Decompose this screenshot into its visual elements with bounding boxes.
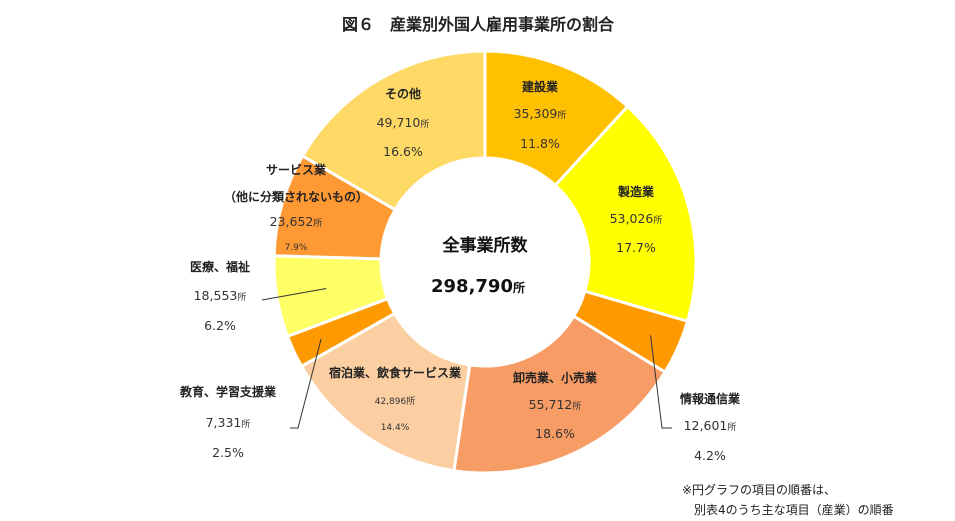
slice-count-unit: 所 [653, 215, 662, 226]
slice-name-label: 医療、福祉 [190, 259, 250, 274]
center-value-number: 298,790 [431, 276, 513, 297]
slice-count-value: 23,652 [270, 214, 314, 229]
slice-percent-label: 16.6% [383, 144, 423, 159]
slice-count-value: 18,553 [194, 288, 238, 303]
slice-name-label: 宿泊業、飲食サービス業 [329, 365, 462, 380]
slice-name-label: 建設業 [521, 79, 559, 94]
slice-percent-label: 6.2% [204, 318, 236, 333]
leader-line [650, 335, 672, 429]
leader-line [261, 287, 327, 301]
leader-line [290, 338, 322, 429]
center-value-unit: 所 [513, 280, 525, 295]
slice-count-unit: 所 [572, 401, 581, 412]
slice-count-label: 18,553所 [194, 288, 247, 303]
slice-name-label: 卸売業、小売業 [513, 370, 598, 385]
slice-count-unit: 所 [237, 292, 246, 303]
slice-name-label: 製造業 [617, 184, 655, 199]
slice-count-value: 49,710 [377, 115, 421, 130]
slice-count-label: 42,896所 [375, 396, 416, 407]
slice-count-value: 12,601 [684, 418, 728, 433]
slice-count-label: 49,710所 [377, 115, 430, 130]
note-line-2: 別表4のうち主な項目（産業）の順番 [694, 502, 894, 517]
slice-count-unit: 所 [420, 119, 429, 130]
slice-name-label: その他 [385, 86, 421, 101]
slice-count-value: 42,896 [375, 397, 407, 407]
slice-count-value: 7,331 [206, 415, 242, 430]
center-value: 298,790所 [431, 276, 525, 297]
slice-count-value: 53,026 [610, 211, 654, 226]
slice-count-unit: 所 [406, 396, 415, 407]
slice-percent-label: 2.5% [212, 445, 244, 460]
slice-count-value: 35,309 [514, 106, 558, 121]
pie-slice [553, 104, 698, 324]
slice-count-unit: 所 [557, 110, 566, 121]
slice-count-unit: 所 [313, 218, 322, 229]
slice-name-label: 教育、学習支援業 [179, 384, 277, 399]
pie-slice [452, 314, 668, 475]
note-line-1: ※円グラフの項目の順番は、 [682, 483, 836, 497]
slice-count-unit: 所 [241, 419, 250, 430]
slice-count-label: 12,601所 [684, 418, 737, 433]
slice-percent-label: 11.8% [520, 136, 560, 151]
slice-count-unit: 所 [727, 422, 736, 433]
slice-count-label: 23,652所 [270, 214, 323, 229]
slice-count-value: 55,712 [529, 397, 573, 412]
slice-count-label: 55,712所 [529, 397, 582, 412]
pie-slice [300, 49, 487, 212]
slice-count-label: 35,309所 [514, 106, 567, 121]
center-label: 全事業所数 [442, 235, 529, 256]
slice-percent-label: 17.7% [616, 240, 656, 255]
slice-percent-label: 18.6% [535, 426, 575, 441]
slice-count-label: 53,026所 [610, 211, 663, 226]
chart-title: 図６ 産業別外国人雇用事業所の割合 [342, 15, 615, 34]
slice-name-label-2: （他に分類されないもの） [224, 189, 368, 204]
slice-count-label: 7,331所 [206, 415, 251, 430]
leader-lines [261, 287, 672, 429]
slice-percent-label: 4.2% [694, 448, 726, 463]
slice-name-label: サービス業 [266, 162, 327, 177]
slice-labels: 建設業35,309所11.8%製造業53,026所17.7%情報通信業12,60… [179, 79, 741, 463]
slice-percent-label: 7.9% [285, 243, 308, 253]
slice-percent-label: 14.4% [381, 423, 410, 433]
pie-slices [272, 49, 698, 475]
slice-name-label: 情報通信業 [680, 391, 741, 406]
center-total: 全事業所数 298,790所 [431, 235, 528, 297]
